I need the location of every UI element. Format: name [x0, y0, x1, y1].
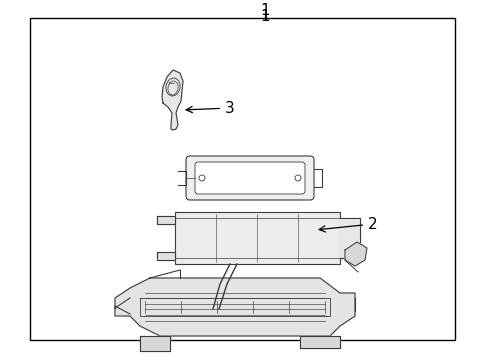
Polygon shape [162, 70, 183, 130]
Polygon shape [299, 336, 339, 348]
Text: 2: 2 [319, 216, 377, 232]
Bar [30, 18, 454, 340]
FancyBboxPatch shape [185, 156, 313, 200]
Polygon shape [115, 278, 354, 336]
Polygon shape [339, 218, 359, 258]
Text: 3: 3 [186, 100, 234, 116]
Text: 1: 1 [260, 3, 269, 18]
FancyBboxPatch shape [195, 162, 305, 194]
Polygon shape [157, 216, 175, 224]
Polygon shape [157, 252, 175, 260]
Polygon shape [345, 242, 366, 266]
Polygon shape [140, 336, 170, 351]
Bar [175, 212, 339, 264]
Text: 1: 1 [260, 9, 269, 24]
